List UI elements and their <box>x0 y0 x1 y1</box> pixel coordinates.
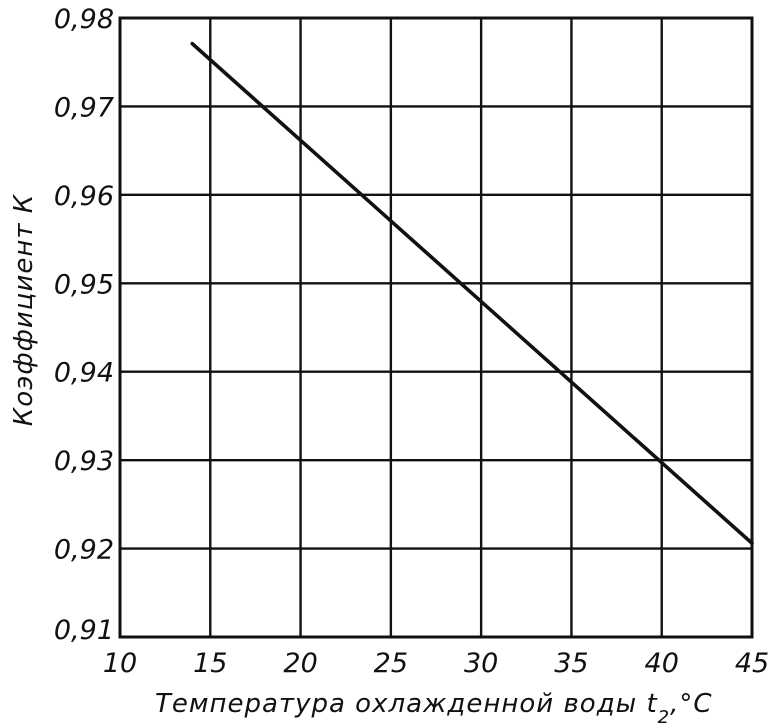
y-tick-label: 0,96 <box>54 181 114 212</box>
y-tick-label: 0,98 <box>54 4 114 35</box>
y-tick-label: 0,95 <box>54 269 114 300</box>
x-tick-label: 40 <box>645 648 679 679</box>
x-tick-label: 10 <box>103 648 137 679</box>
x-axis-title-subscript: 2 <box>658 707 670 726</box>
plot-frame <box>118 16 754 639</box>
y-tick-label: 0,97 <box>54 92 114 123</box>
x-axis-title-main: Температура охлажденной воды t <box>155 689 658 719</box>
x-axis-title: Температура охлажденной воды t2,°C <box>155 689 713 726</box>
x-tick-label: 25 <box>374 648 408 679</box>
x-tick-label: 20 <box>283 648 317 679</box>
y-tick-labels: 0,91 0,92 0,93 0,94 0,95 0,96 0,97 0,98 <box>54 4 114 646</box>
y-tick-label: 0,91 <box>54 615 114 646</box>
y-tick-label: 0,92 <box>54 535 114 566</box>
grid <box>120 18 752 637</box>
series-layer <box>190 41 754 546</box>
series-line <box>190 41 754 546</box>
y-tick-label: 0,93 <box>54 446 114 477</box>
y-axis-title: Коэффициент К <box>9 193 39 426</box>
x-tick-label: 30 <box>464 648 498 679</box>
x-tick-label: 45 <box>735 648 769 679</box>
x-tick-label: 35 <box>554 648 588 679</box>
y-tick-label: 0,94 <box>54 358 114 389</box>
x-tick-label: 15 <box>193 648 227 679</box>
x-tick-labels: 10 15 20 25 30 35 40 45 <box>103 648 769 679</box>
x-axis-title-unit: ,°C <box>670 689 712 719</box>
